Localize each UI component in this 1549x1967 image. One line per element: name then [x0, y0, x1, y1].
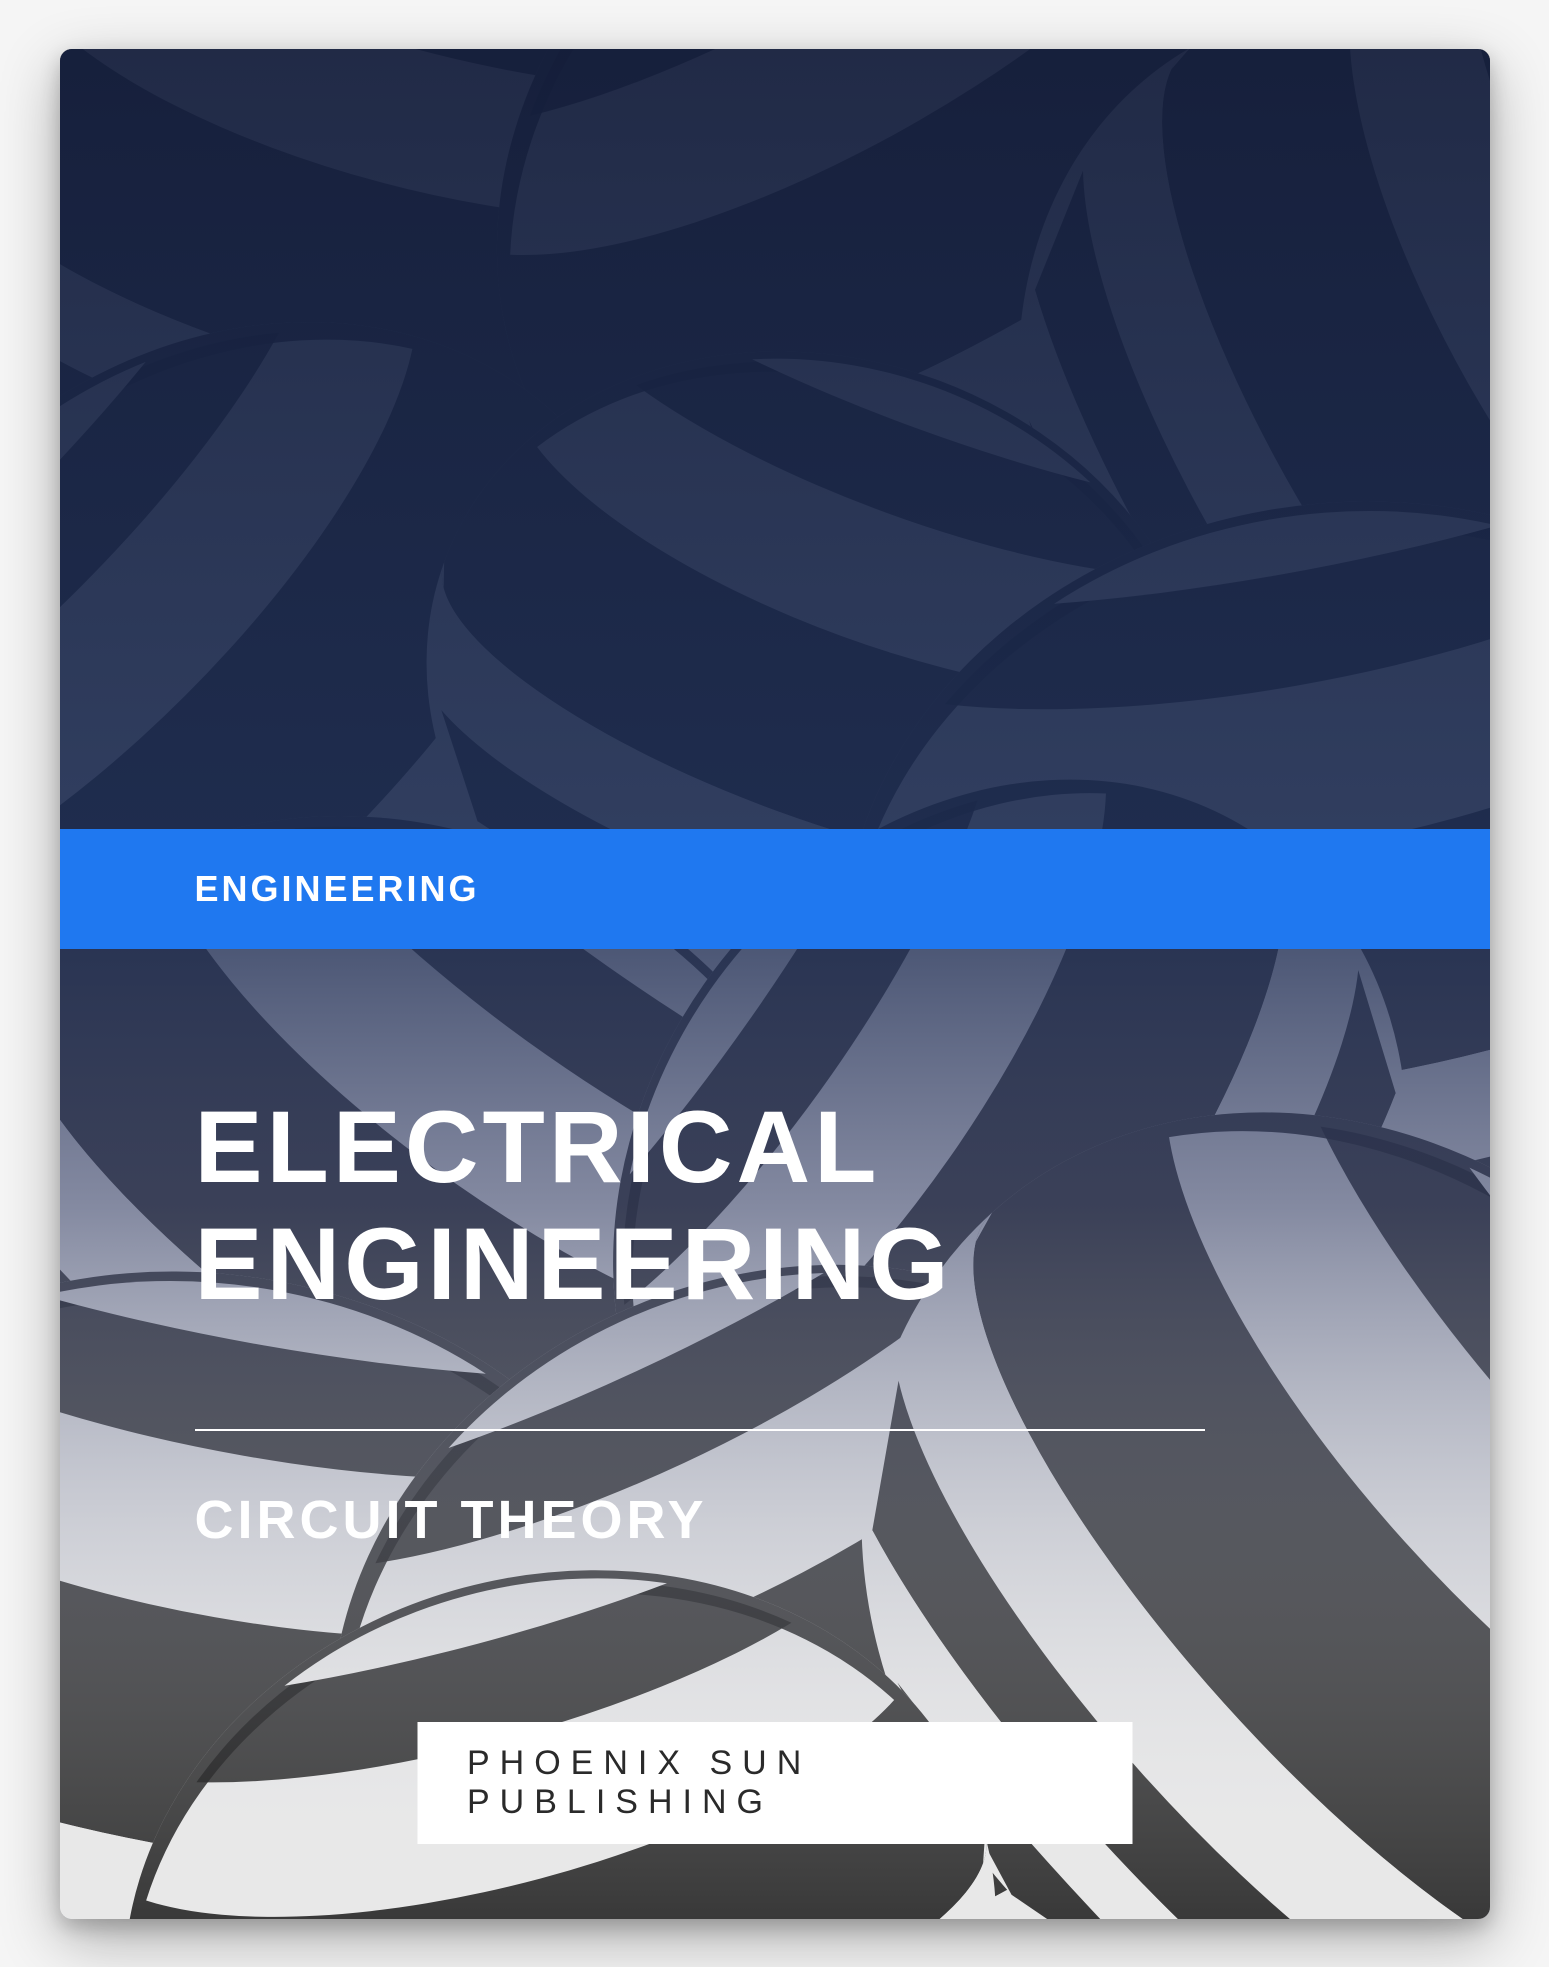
title-line-2: ENGINEERING — [195, 1206, 1370, 1323]
title-line-1: ELECTRICAL — [195, 1089, 1370, 1206]
subtitle: CIRCUIT THEORY — [195, 1489, 708, 1551]
book-cover: ENGINEERING ELECTRICAL ENGINEERING CIRCU… — [60, 49, 1490, 1919]
title-divider — [195, 1429, 1205, 1431]
publisher-label: PHOENIX SUN PUBLISHING — [467, 1744, 811, 1821]
striped-pattern-background — [60, 49, 1490, 1919]
category-label: ENGINEERING — [195, 868, 480, 910]
publisher-box: PHOENIX SUN PUBLISHING — [417, 1722, 1132, 1844]
title-block: ELECTRICAL ENGINEERING — [195, 1089, 1370, 1324]
category-band: ENGINEERING — [60, 829, 1490, 949]
